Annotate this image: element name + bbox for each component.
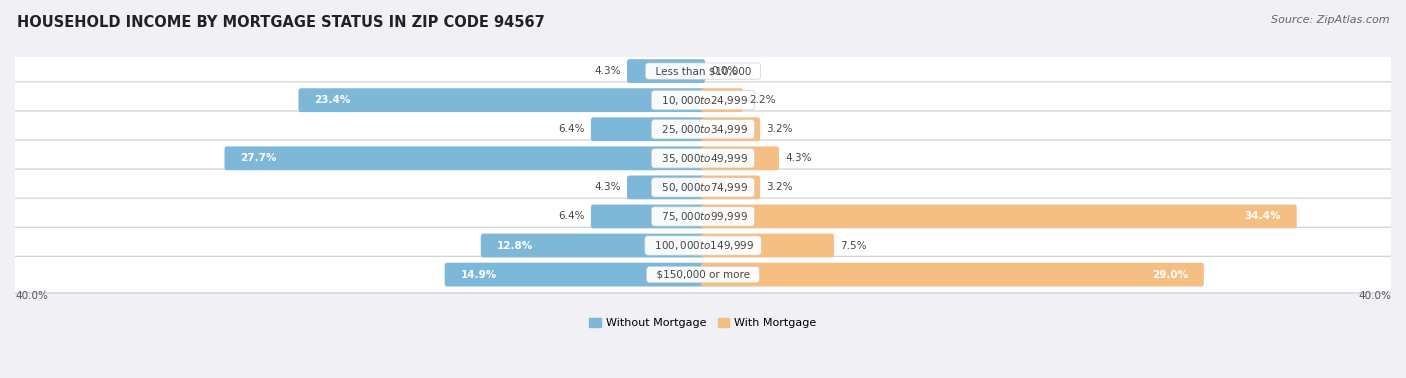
Text: HOUSEHOLD INCOME BY MORTGAGE STATUS IN ZIP CODE 94567: HOUSEHOLD INCOME BY MORTGAGE STATUS IN Z… — [17, 15, 544, 30]
FancyBboxPatch shape — [591, 117, 704, 141]
FancyBboxPatch shape — [0, 227, 1406, 264]
FancyBboxPatch shape — [225, 146, 704, 170]
FancyBboxPatch shape — [0, 111, 1406, 147]
Text: 2.2%: 2.2% — [749, 95, 776, 105]
FancyBboxPatch shape — [298, 88, 704, 112]
FancyBboxPatch shape — [702, 175, 761, 199]
FancyBboxPatch shape — [444, 263, 704, 287]
FancyBboxPatch shape — [0, 140, 1406, 177]
FancyBboxPatch shape — [627, 59, 704, 83]
Text: 4.3%: 4.3% — [593, 183, 620, 192]
Text: 14.9%: 14.9% — [461, 270, 496, 280]
Text: Less than $10,000: Less than $10,000 — [648, 66, 758, 76]
FancyBboxPatch shape — [0, 169, 1406, 206]
Legend: Without Mortgage, With Mortgage: Without Mortgage, With Mortgage — [585, 313, 821, 333]
Text: 12.8%: 12.8% — [496, 240, 533, 251]
Text: $35,000 to $49,999: $35,000 to $49,999 — [655, 152, 751, 165]
FancyBboxPatch shape — [702, 234, 834, 257]
Text: 40.0%: 40.0% — [15, 291, 48, 301]
Text: 23.4%: 23.4% — [315, 95, 350, 105]
Text: 40.0%: 40.0% — [1358, 291, 1391, 301]
FancyBboxPatch shape — [702, 146, 779, 170]
Text: 4.3%: 4.3% — [593, 66, 620, 76]
Text: 27.7%: 27.7% — [240, 153, 277, 163]
Text: Source: ZipAtlas.com: Source: ZipAtlas.com — [1271, 15, 1389, 25]
FancyBboxPatch shape — [0, 256, 1406, 293]
Text: 3.2%: 3.2% — [766, 124, 793, 134]
Text: 29.0%: 29.0% — [1152, 270, 1188, 280]
Text: 3.2%: 3.2% — [766, 183, 793, 192]
Text: $75,000 to $99,999: $75,000 to $99,999 — [655, 210, 751, 223]
FancyBboxPatch shape — [0, 198, 1406, 235]
FancyBboxPatch shape — [481, 234, 704, 257]
Text: 4.3%: 4.3% — [786, 153, 813, 163]
Text: $150,000 or more: $150,000 or more — [650, 270, 756, 280]
FancyBboxPatch shape — [702, 263, 1204, 287]
FancyBboxPatch shape — [591, 204, 704, 228]
Text: 7.5%: 7.5% — [841, 240, 868, 251]
FancyBboxPatch shape — [702, 88, 742, 112]
Text: $50,000 to $74,999: $50,000 to $74,999 — [655, 181, 751, 194]
Text: $10,000 to $24,999: $10,000 to $24,999 — [655, 94, 751, 107]
Text: $25,000 to $34,999: $25,000 to $34,999 — [655, 123, 751, 136]
FancyBboxPatch shape — [627, 175, 704, 199]
Text: 34.4%: 34.4% — [1244, 211, 1281, 222]
FancyBboxPatch shape — [0, 82, 1406, 118]
Text: $100,000 to $149,999: $100,000 to $149,999 — [648, 239, 758, 252]
Text: 6.4%: 6.4% — [558, 211, 585, 222]
FancyBboxPatch shape — [702, 117, 761, 141]
Text: 6.4%: 6.4% — [558, 124, 585, 134]
FancyBboxPatch shape — [0, 53, 1406, 90]
FancyBboxPatch shape — [702, 204, 1296, 228]
Text: 0.0%: 0.0% — [711, 66, 738, 76]
